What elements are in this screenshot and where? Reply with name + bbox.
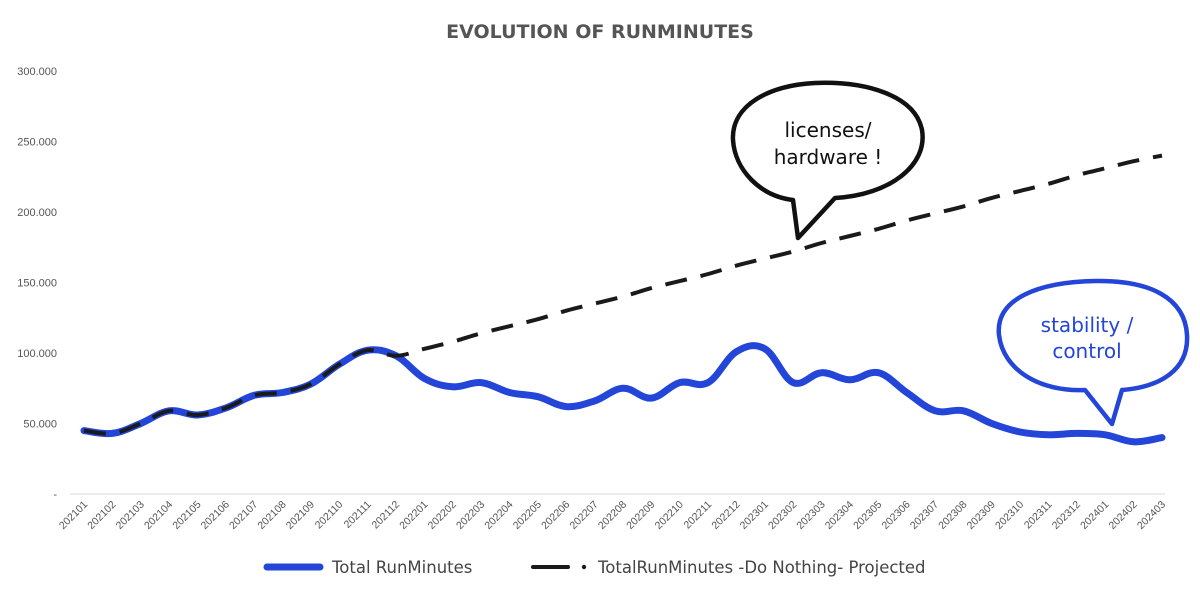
x-tick-label: 202108 xyxy=(255,499,288,532)
x-tick-label: 202210 xyxy=(653,499,686,532)
x-tick-label: 202106 xyxy=(199,499,232,532)
series-line-total-runminutes xyxy=(80,342,1166,446)
x-tick-label: 202403 xyxy=(1135,499,1168,532)
annotation-stability-control: stability / control xyxy=(996,278,1190,427)
x-tick-label: 202306 xyxy=(880,499,913,532)
y-tick-label: 50.000 xyxy=(23,419,57,431)
x-tick-label: 202305 xyxy=(851,499,884,532)
series-line-projected xyxy=(83,153,1163,436)
x-tick-label: 202401 xyxy=(1078,499,1111,532)
x-tick-label: 202208 xyxy=(596,499,629,532)
annotation-line-1: licenses/ xyxy=(785,118,872,142)
x-tick-label: 202311 xyxy=(1022,499,1055,532)
x-tick-label: 202212 xyxy=(709,499,742,532)
x-tick-label: 202107 xyxy=(227,499,260,532)
x-tick-label: 202309 xyxy=(965,499,998,532)
x-tick-label: 202204 xyxy=(482,499,515,532)
series-layer xyxy=(80,153,1166,446)
x-tick-label: 202105 xyxy=(170,499,203,532)
x-tick-label: 202103 xyxy=(114,499,147,532)
y-tick-label: 150.000 xyxy=(17,278,57,290)
x-tick-label: 202201 xyxy=(397,499,430,532)
y-tick-label: 200.000 xyxy=(17,207,57,219)
x-axis: 2021012021022021032021042021052021062021… xyxy=(57,499,1168,532)
y-tick-label: 100.000 xyxy=(17,348,57,360)
legend-label-total: Total RunMinutes xyxy=(331,558,472,577)
annotation-line-2: hardware ! xyxy=(774,145,883,169)
x-tick-label: 202307 xyxy=(908,499,941,532)
x-tick-label: 202112 xyxy=(369,499,402,532)
x-tick-label: 202205 xyxy=(511,499,544,532)
x-tick-label: 202102 xyxy=(85,499,118,532)
y-tick-label: 300.000 xyxy=(17,66,57,78)
y-tick-label: - xyxy=(53,489,57,501)
x-tick-label: 202203 xyxy=(454,499,487,532)
x-tick-label: 202206 xyxy=(539,499,572,532)
x-tick-label: 202312 xyxy=(1050,499,1083,532)
x-tick-label: 202302 xyxy=(766,499,799,532)
x-tick-label: 202202 xyxy=(426,499,459,532)
chart-title: EVOLUTION OF RUNMINUTES xyxy=(446,21,754,43)
x-tick-label: 202101 xyxy=(57,499,90,532)
x-tick-label: 202308 xyxy=(936,499,969,532)
speech-bubble-outline xyxy=(730,80,925,241)
annotation-licenses-hardware: licenses/ hardware ! xyxy=(730,80,925,241)
speech-bubble-outline xyxy=(996,278,1190,427)
x-tick-label: 202310 xyxy=(993,499,1026,532)
annotation-line-2: control xyxy=(1052,339,1121,363)
y-tick-label: 250.000 xyxy=(17,137,57,149)
x-tick-label: 202207 xyxy=(567,499,600,532)
x-tick-label: 202209 xyxy=(624,499,657,532)
x-tick-label: 202111 xyxy=(342,499,374,531)
annotation-line-1: stability / xyxy=(1041,313,1134,337)
x-tick-label: 202303 xyxy=(794,499,827,532)
x-tick-label: 202110 xyxy=(313,499,346,532)
legend-label-projected: TotalRunMinutes -Do Nothing- Projected xyxy=(597,558,926,577)
legend: Total RunMinutes TotalRunMinutes -Do Not… xyxy=(263,558,926,577)
x-tick-label: 202104 xyxy=(142,499,175,532)
x-tick-label: 202402 xyxy=(1106,499,1139,532)
x-tick-label: 202211 xyxy=(682,499,715,532)
y-axis: - 50.000 100.000 150.000 200.000 250.000 300.0… xyxy=(17,66,57,501)
x-tick-label: 202109 xyxy=(284,499,317,532)
x-tick-label: 202304 xyxy=(823,499,856,532)
legend-swatch-dot xyxy=(581,564,587,570)
x-tick-label: 202301 xyxy=(738,499,771,532)
